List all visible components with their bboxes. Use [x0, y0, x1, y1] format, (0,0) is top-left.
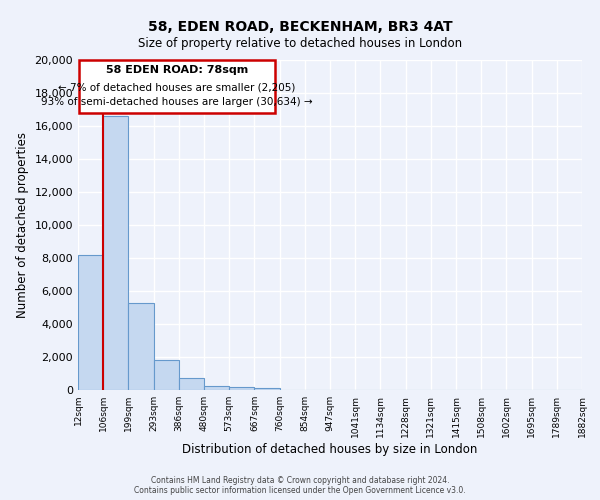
Y-axis label: Number of detached properties: Number of detached properties	[16, 132, 29, 318]
FancyBboxPatch shape	[79, 60, 275, 113]
Text: 93% of semi-detached houses are larger (30,634) →: 93% of semi-detached houses are larger (…	[41, 97, 313, 107]
Bar	[128, 302, 154, 390]
Bar	[154, 360, 179, 390]
Text: 58, EDEN ROAD, BECKENHAM, BR3 4AT: 58, EDEN ROAD, BECKENHAM, BR3 4AT	[148, 20, 452, 34]
Bar	[254, 388, 280, 390]
Text: Contains public sector information licensed under the Open Government Licence v3: Contains public sector information licen…	[134, 486, 466, 495]
Text: 58 EDEN ROAD: 78sqm: 58 EDEN ROAD: 78sqm	[106, 66, 248, 76]
Bar	[78, 254, 103, 390]
Bar	[179, 378, 204, 390]
X-axis label: Distribution of detached houses by size in London: Distribution of detached houses by size …	[182, 442, 478, 456]
Text: ← 7% of detached houses are smaller (2,205): ← 7% of detached houses are smaller (2,2…	[58, 82, 296, 92]
Bar	[229, 386, 254, 390]
Bar	[103, 116, 128, 390]
Text: Size of property relative to detached houses in London: Size of property relative to detached ho…	[138, 38, 462, 51]
Text: Contains HM Land Registry data © Crown copyright and database right 2024.: Contains HM Land Registry data © Crown c…	[151, 476, 449, 485]
Bar	[204, 386, 229, 390]
